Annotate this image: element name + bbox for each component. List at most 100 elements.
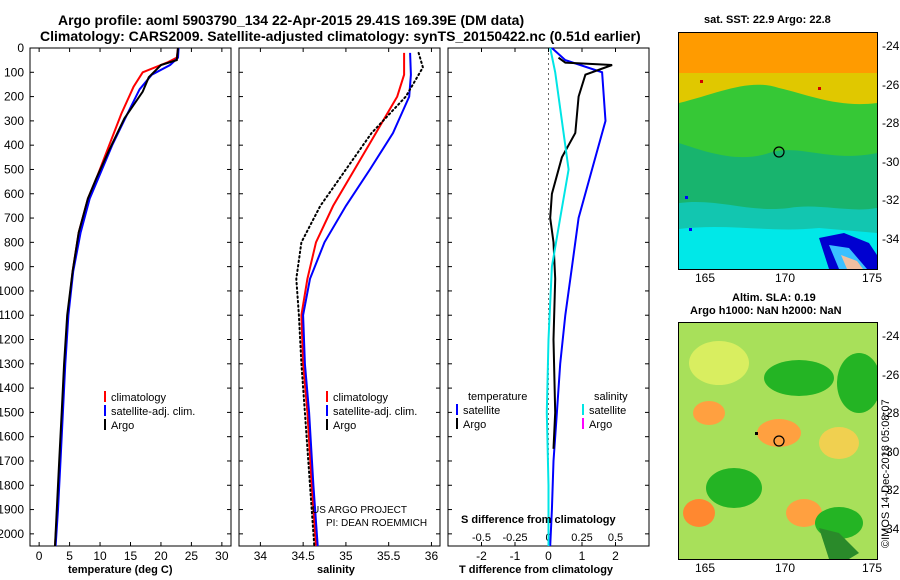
salinity-axis-label: salinity	[317, 564, 355, 576]
sst-map-lat-label: -34	[882, 231, 900, 246]
sst-map-title: sat. SST: 22.9 Argo: 22.8	[704, 14, 831, 26]
s-diff-tick-label: -0.5	[472, 532, 491, 544]
legend-item-satellite: satellite	[582, 404, 628, 418]
legend-title-salinity: salinity	[594, 391, 628, 403]
depth-tick-label: 1700	[0, 454, 24, 468]
sla-map-lat-label: -30	[882, 444, 900, 459]
depth-tick-label: 1000	[0, 284, 24, 298]
red-bar-icon	[104, 391, 106, 402]
legend-item-satellite: satellite-adj. clim.	[104, 405, 195, 419]
red-bar-icon	[326, 391, 328, 402]
sla-map-lon-label: 170	[775, 561, 796, 575]
sla-map-lat-label: -32	[882, 483, 900, 497]
sla-map-lat-label: -26	[882, 367, 900, 382]
salinity-panel-frame	[238, 47, 441, 547]
series-line-satellite-adj-clim-	[54, 47, 180, 547]
depth-tick-label: 100	[4, 65, 24, 79]
x-tick-label: 34	[254, 549, 268, 563]
black-bar-icon	[104, 419, 106, 430]
black-bar-icon	[326, 419, 328, 430]
series-line-argo	[295, 51, 424, 547]
depth-tick-label: 500	[4, 162, 24, 176]
x-tick-label: 34.5	[291, 549, 315, 563]
x-tick-label: 2	[612, 549, 619, 563]
depth-tick-label: 300	[4, 114, 24, 128]
sla-map-title: Altim. SLA: 0.19	[732, 292, 816, 304]
x-tick-label: 25	[185, 549, 199, 563]
depth-tick-label: 1600	[0, 430, 24, 444]
blue-bar-icon	[326, 405, 328, 416]
project-note: US ARGO PROJECT	[312, 505, 408, 516]
x-tick-label: -1	[510, 549, 521, 563]
sst-map-lat-label: -24	[882, 39, 900, 53]
depth-tick-label: 1100	[0, 308, 24, 322]
sst-map-lon-label: 170	[775, 271, 796, 285]
sla-map-subtitle: Argo h1000: NaN h2000: NaN	[690, 305, 842, 317]
s-diff-tick-label: 0.25	[571, 532, 592, 544]
sla-map-lon-label: 165	[695, 561, 716, 575]
series-line-climatology	[54, 47, 179, 547]
blue-bar-icon	[104, 405, 106, 416]
x-tick-label: 10	[93, 549, 107, 563]
sla-map-lat-label: -34	[882, 521, 900, 536]
legend-item-satellite: satellite	[456, 404, 527, 418]
legend-item-argo: Argo	[456, 418, 527, 432]
s-diff-tick-label: 0.5	[608, 532, 623, 544]
blue-bar-icon	[456, 404, 458, 415]
x-tick-label: 20	[154, 549, 168, 563]
depth-tick-label: 1200	[0, 333, 24, 347]
climatology-subtitle: Climatology: CARS2009. Satellite-adjuste…	[40, 28, 641, 44]
s-diff-tick-label: -0.25	[502, 532, 527, 544]
series-line-satellite-adj-clim-	[302, 52, 412, 547]
sst-map-lat-label: -30	[882, 154, 900, 169]
x-tick-label: 36	[425, 549, 439, 563]
depth-tick-label: 1400	[0, 381, 24, 395]
series-line-argo	[54, 47, 179, 547]
t-diff-legend: temperature satellite Argo	[456, 391, 527, 432]
depth-tick-label: 800	[4, 235, 24, 249]
legend-item-argo: Argo	[326, 419, 417, 433]
x-tick-label: 15	[124, 549, 138, 563]
s-diff-legend: salinity satellite Argo	[582, 391, 628, 432]
x-tick-label: 5	[66, 549, 73, 563]
depth-tick-label: 900	[4, 260, 24, 274]
depth-tick-label: 1900	[0, 503, 24, 517]
depth-tick-label: 200	[4, 90, 24, 104]
pi-note: PI: DEAN ROEMMICH	[326, 518, 428, 529]
sla-map-image	[679, 323, 877, 559]
profile-title: Argo profile: aoml 5903790_134 22-Apr-20…	[58, 12, 525, 28]
s-diff-axis-label: S difference from climatology	[461, 514, 616, 526]
x-tick-label: 0	[545, 549, 552, 563]
black-bar-icon	[456, 418, 458, 429]
legend-item-argo: Argo	[582, 418, 628, 432]
series-line-argo	[549, 56, 613, 449]
legend-item-climatology: climatology	[104, 391, 195, 405]
depth-tick-label: 0	[17, 41, 24, 55]
legend-item-satellite: satellite-adj. clim.	[326, 405, 417, 419]
x-tick-label: 35.5	[377, 549, 401, 563]
salinity-legend: climatology satellite-adj. clim. Argo	[326, 391, 417, 433]
sla-map-lon-label: 175	[862, 561, 883, 575]
sla-map-lat-label: -24	[882, 329, 900, 343]
sst-map-lon-label: 175	[862, 271, 883, 285]
x-tick-label: -2	[476, 549, 487, 563]
series-line-satellite	[549, 47, 607, 547]
sst-map-lat-label: -26	[882, 77, 900, 92]
legend-item-climatology: climatology	[326, 391, 417, 405]
sst-map-image	[679, 33, 877, 269]
t-diff-axis-label: T difference from climatology	[459, 564, 614, 576]
temperature-legend: climatology satellite-adj. clim. Argo	[104, 391, 195, 433]
sst-map-lon-label: 165	[695, 271, 716, 285]
x-tick-label: 0	[36, 549, 43, 563]
sst-map	[678, 32, 878, 270]
legend-item-argo: Argo	[104, 419, 195, 433]
x-tick-label: 35	[339, 549, 353, 563]
x-tick-label: 1	[579, 549, 586, 563]
legend-title-temperature: temperature	[468, 391, 528, 403]
depth-tick-label: 1300	[0, 357, 24, 371]
temperature-axis-label: temperature (deg C)	[68, 564, 173, 576]
sla-map-lat-label: -28	[882, 406, 900, 420]
depth-tick-label: 1500	[0, 405, 24, 419]
x-tick-label: 30	[215, 549, 229, 563]
